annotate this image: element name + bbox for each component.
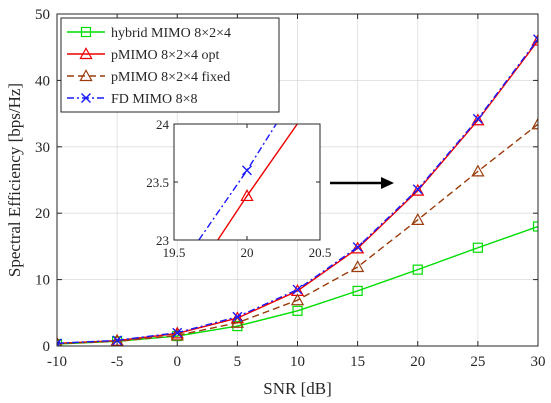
data-point — [292, 305, 303, 316]
inset-series-line — [198, 124, 278, 240]
data-point — [290, 293, 305, 306]
legend-entry: pMIMO 8×2×4 opt — [67, 47, 219, 63]
y-tick-label: 50 — [35, 7, 50, 23]
data-point — [471, 113, 485, 126]
data-point — [531, 33, 538, 46]
inset-zoom-plot: 19.5 20 20.5 23 23.5 24 — [146, 117, 331, 260]
y-tick-label: 0 — [43, 339, 51, 355]
series-3 — [57, 34, 538, 346]
data-point — [350, 241, 365, 254]
data-point — [172, 327, 183, 338]
x-tick-label: 20 — [410, 354, 425, 370]
legend-marker — [79, 69, 93, 82]
inset-x-tick-label: 20 — [241, 245, 254, 260]
zoom-arrow — [330, 177, 394, 189]
x-tick-label: 30 — [531, 354, 546, 370]
legend: hybrid MIMO 8×2×4 pMIMO 8×2×4 opt pMIMO 8×… — [60, 17, 280, 113]
legend-label: pMIMO 8×2×4 opt — [111, 48, 219, 63]
legend-label: pMIMO 8×2×4 fixed — [111, 70, 230, 85]
legend-label: FD MIMO 8×8 — [111, 92, 197, 107]
data-point — [411, 183, 425, 196]
inset-x-tick-label: 19.5 — [163, 245, 186, 260]
inset-axes — [173, 123, 321, 241]
data-point — [112, 335, 123, 346]
data-point — [232, 311, 243, 322]
data-point — [472, 113, 483, 124]
inset-series-group — [198, 124, 299, 240]
data-point — [292, 284, 303, 295]
legend-marker — [79, 47, 93, 60]
data-point — [472, 242, 483, 253]
legend-label: hybrid MIMO 8×2×4 — [111, 26, 231, 41]
main-tick-labels: -10 -5 0 5 10 15 20 25 30 0 10 20 30 40 50 — [35, 7, 546, 370]
y-tick-label: 30 — [35, 140, 50, 156]
legend-entry: pMIMO 8×2×4 fixed — [67, 69, 230, 85]
y-tick-label: 20 — [35, 206, 50, 222]
inset-y-tick-label: 24 — [156, 117, 170, 132]
y-axis-label: Spectral Efficiency [bps/Hz] — [5, 83, 24, 277]
legend-marker — [81, 93, 91, 103]
data-point — [170, 326, 184, 339]
x-tick-label: -5 — [111, 354, 124, 370]
data-point — [352, 285, 363, 296]
x-tick-label: 10 — [290, 354, 305, 370]
legend-marker — [80, 26, 92, 38]
data-point — [471, 164, 485, 177]
x-tick-label: 15 — [350, 354, 365, 370]
inset-y-tick-label: 23 — [156, 233, 169, 248]
legend-entry: FD MIMO 8×8 — [67, 92, 197, 107]
data-point — [532, 221, 538, 232]
x-tick-label: 25 — [470, 354, 485, 370]
inset-data-point — [240, 189, 254, 202]
y-tick-label: 10 — [35, 273, 50, 289]
inset-x-tick-label: 20.5 — [309, 245, 332, 260]
inset-series-0 — [217, 124, 299, 240]
data-point — [411, 212, 425, 225]
main-axes — [56, 13, 539, 347]
inset-tick-labels: 19.5 20 20.5 23 23.5 24 — [146, 117, 331, 260]
legend-box — [60, 17, 280, 113]
x-tick-label: -10 — [47, 354, 67, 370]
inset-data-point — [242, 165, 252, 176]
data-point — [412, 264, 423, 275]
main-series-group — [57, 33, 538, 346]
data-point — [230, 315, 245, 328]
legend-entry: hybrid MIMO 8×2×4 — [67, 26, 231, 41]
data-point — [350, 260, 365, 273]
inset-series-1 — [198, 124, 278, 240]
x-tick-label: 0 — [174, 354, 182, 370]
data-point — [531, 117, 538, 130]
inset-y-tick-label: 23.5 — [146, 175, 169, 190]
data-point — [352, 242, 363, 253]
data-point — [412, 184, 423, 195]
inset-series-line — [217, 124, 299, 240]
data-point — [57, 338, 62, 346]
x-tick-label: 5 — [234, 354, 242, 370]
y-tick-label: 40 — [35, 73, 50, 89]
x-axis-label: SNR [dB] — [263, 379, 331, 398]
series-line — [57, 123, 538, 345]
series-line — [57, 38, 538, 345]
data-point — [533, 34, 538, 45]
